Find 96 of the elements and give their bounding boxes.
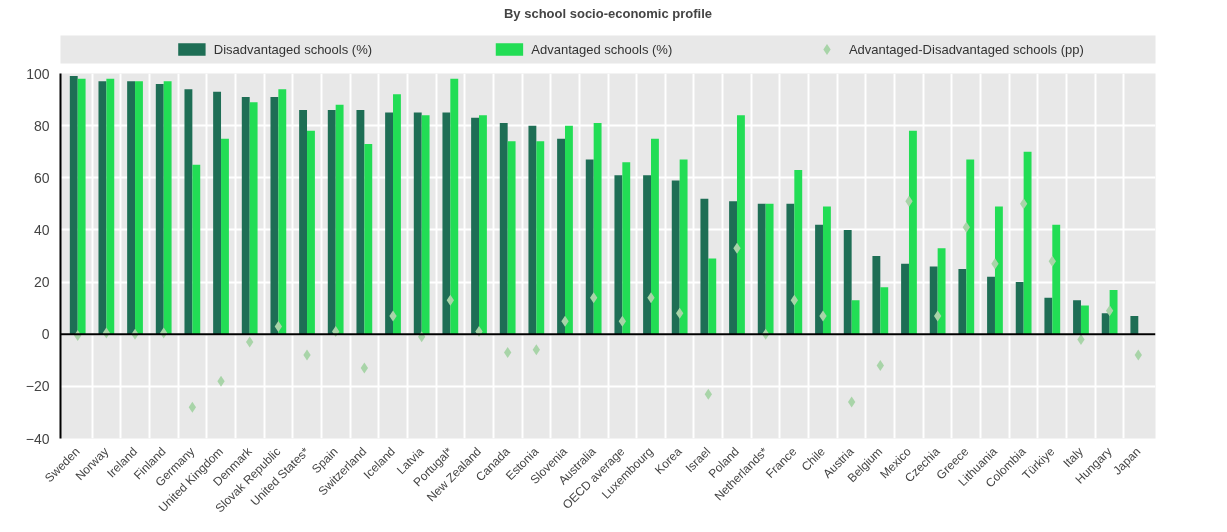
bar: [1073, 300, 1081, 335]
bar: [499, 123, 508, 335]
bar: [643, 175, 651, 335]
bar: [106, 78, 115, 335]
bar: [335, 104, 344, 335]
bar: [413, 112, 422, 335]
bar: [163, 81, 172, 335]
bar: [622, 162, 631, 335]
y-tick-label: 0: [41, 326, 50, 343]
bar: [536, 141, 545, 335]
bar: [794, 169, 803, 335]
bar: [880, 287, 889, 335]
bar: [593, 123, 602, 335]
chart-title: By school socio-economic profile: [503, 5, 713, 21]
bar: [843, 229, 852, 335]
bar: [651, 138, 659, 335]
legend-label: Advantaged-Disadvantaged schools (pp): [848, 42, 1084, 57]
bar: [1015, 282, 1024, 335]
bar: [69, 76, 78, 335]
bar: [585, 159, 594, 335]
bar: [155, 83, 164, 335]
legend-label: Disadvantaged schools (%): [213, 42, 373, 57]
bar: [987, 276, 995, 335]
bar: [966, 159, 975, 335]
bar: [393, 94, 401, 335]
point: [360, 362, 369, 374]
bar: [442, 112, 451, 335]
point: [1105, 305, 1114, 317]
bar: [385, 112, 394, 335]
bar: [479, 115, 487, 335]
bar: [700, 198, 709, 335]
bar: [507, 141, 516, 335]
bar: [1052, 224, 1061, 335]
bar: [270, 96, 279, 335]
y-tick-label: 40: [33, 221, 50, 238]
bar: [1109, 289, 1118, 335]
point: [933, 310, 942, 322]
y-tick-label: 100: [26, 65, 50, 82]
point: [188, 401, 197, 413]
bar: [815, 224, 823, 335]
y-tick-label: 60: [33, 169, 50, 186]
bar: [908, 130, 917, 335]
bar: [565, 125, 573, 335]
y-tick-label: 20: [33, 274, 50, 291]
y-tick-label: 80: [33, 117, 50, 134]
bar: [135, 81, 143, 335]
bar: [299, 110, 308, 335]
bar: [471, 117, 480, 335]
bar: [184, 89, 193, 335]
point: [847, 396, 856, 408]
bar: [528, 125, 537, 335]
bar: [937, 248, 946, 335]
bar: [614, 175, 623, 335]
bar: [786, 203, 795, 335]
y-tick-label: −40: [25, 430, 50, 447]
bar: [1023, 151, 1032, 335]
bar: [958, 269, 967, 335]
y-tick-label: −20: [25, 378, 50, 395]
legend-label: Advantaged schools (%): [531, 42, 673, 57]
bar: [278, 89, 287, 335]
bar: [241, 96, 250, 335]
bar: [679, 159, 688, 335]
bar: [77, 78, 86, 335]
bar: [557, 138, 565, 335]
bar: [901, 263, 909, 335]
bar: [127, 81, 136, 335]
bar: [356, 110, 365, 335]
bar: [671, 180, 680, 335]
bar: [872, 256, 881, 335]
point: [1019, 198, 1028, 210]
bar: [98, 81, 107, 335]
bar: [327, 110, 336, 335]
bar: [213, 91, 222, 335]
bar: [1044, 297, 1053, 335]
bar: [192, 164, 201, 335]
point: [446, 294, 455, 306]
bar: [364, 143, 373, 335]
bar: [757, 203, 766, 335]
bar: [1130, 315, 1139, 335]
bar: [450, 78, 459, 335]
bar: [421, 115, 430, 335]
bar: [307, 130, 315, 335]
bar: [851, 300, 860, 335]
bar: [249, 102, 258, 335]
bar: [765, 203, 774, 335]
bar: [729, 201, 737, 335]
bar: [929, 266, 938, 335]
bar: [994, 206, 1003, 335]
point: [274, 320, 283, 332]
point: [876, 360, 884, 371]
bar: [822, 206, 831, 335]
bar: [736, 115, 745, 335]
bar: [1101, 313, 1110, 335]
bar: [1080, 305, 1089, 335]
bar: [221, 138, 229, 335]
bar: [708, 258, 717, 335]
